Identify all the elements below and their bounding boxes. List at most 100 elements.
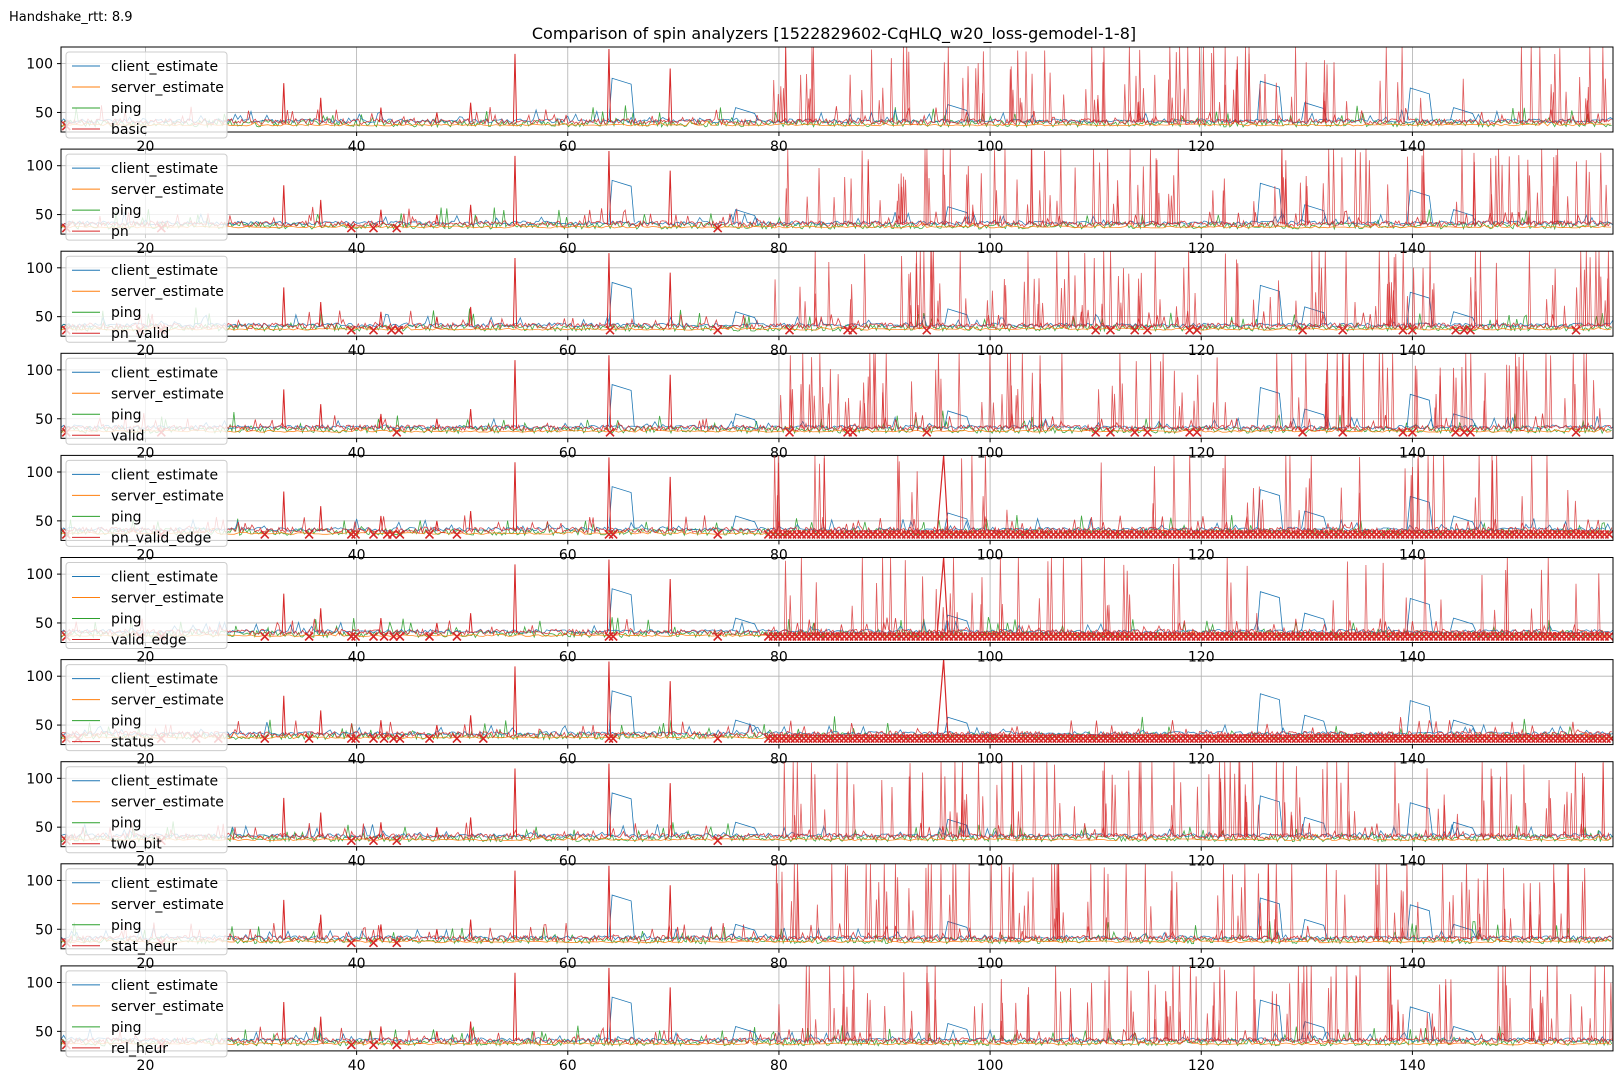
legend-box	[65, 970, 228, 1058]
analyzer-spike	[805, 74, 809, 123]
analyzer-spike	[1396, 999, 1400, 1042]
analyzer-spike	[1455, 813, 1460, 837]
chart-title: Comparison of spin analyzers [1522829602…	[532, 24, 1136, 44]
analyzer-spike	[1569, 793, 1573, 837]
analyzer-spike	[1505, 364, 1509, 429]
analyzer-spike	[1405, 863, 1409, 940]
analyzer-spike	[1274, 863, 1278, 940]
analyzer-spike	[1574, 583, 1578, 633]
rtt-marker	[395, 734, 405, 744]
rtt-marker	[452, 631, 462, 642]
analyzer-spike	[1235, 56, 1239, 123]
analyzer-spike	[668, 68, 673, 123]
analyzer-spike	[843, 177, 847, 225]
analyzer-spike	[1361, 353, 1366, 429]
analyzer-spike	[882, 863, 886, 940]
analyzer-spike	[835, 763, 839, 837]
analyzer-spike	[1063, 279, 1067, 327]
analyzer-spike	[1166, 1016, 1170, 1042]
analyzer-spike	[1339, 487, 1343, 531]
analyzer-spike	[434, 418, 439, 429]
analyzer-spike	[1177, 557, 1181, 633]
x-tick-label: 120	[1188, 854, 1215, 870]
analyzer-spike	[1107, 604, 1111, 633]
rtt-marker	[304, 631, 314, 642]
analyzer-spike	[1045, 761, 1049, 837]
axes-frame	[60, 148, 1614, 235]
analyzer-spike	[939, 863, 943, 940]
rtt-marker	[713, 223, 723, 233]
axes-frame	[60, 352, 1614, 439]
analyzer-spike	[1332, 62, 1336, 123]
rtt-marker	[848, 427, 858, 437]
analyzer-spike	[1178, 406, 1182, 429]
analyzer-spike	[951, 863, 955, 940]
x-tick-label: 60	[559, 956, 577, 972]
analyzer-spike	[1000, 761, 1004, 837]
analyzer-spike	[1540, 149, 1544, 225]
analyzer-spike	[993, 150, 997, 225]
analyzer-spike	[668, 987, 673, 1042]
analyzer-spike	[1304, 487, 1308, 531]
analyzer-spike	[1410, 467, 1415, 531]
analyzer-spike	[1432, 455, 1436, 531]
rtt-marker	[1482, 734, 1492, 744]
x-tick-label: 60	[559, 650, 577, 666]
analyzer-spike	[1587, 171, 1591, 225]
analyzer-spike	[1325, 863, 1329, 940]
analyzer-spike	[799, 74, 803, 123]
analyzer-spike	[1032, 761, 1036, 837]
analyzer-spike	[1281, 761, 1285, 837]
analyzer-spike	[851, 989, 855, 1042]
analyzer-spike	[378, 720, 383, 735]
analyzer-spike	[1324, 383, 1328, 429]
analyzer-spike	[1073, 167, 1077, 225]
analyzer-spike	[934, 369, 938, 429]
analyzer-spike	[1377, 863, 1381, 940]
x-tick-label: 120	[1188, 650, 1215, 666]
analyzer-spike	[1102, 557, 1107, 633]
analyzer-spike	[1055, 200, 1059, 225]
analyzer-spike	[1539, 990, 1543, 1042]
analyzer-spike	[1182, 88, 1186, 123]
rtt-marker	[395, 529, 405, 539]
rtt-marker	[350, 734, 361, 744]
analyzer-spike	[1464, 353, 1468, 429]
analyzer-spike	[1251, 761, 1255, 837]
analyzer-spike	[1386, 184, 1390, 225]
analyzer-spike	[915, 471, 919, 531]
analyzer-spike	[1102, 251, 1106, 327]
analyzer-spike	[1172, 761, 1176, 837]
analyzer-spike	[1223, 969, 1227, 1042]
ping-series-line	[61, 207, 1612, 231]
analyzer-spike	[1509, 918, 1513, 940]
analyzer-spike	[960, 458, 964, 531]
analyzer-spike	[606, 355, 612, 429]
analyzer-spike	[1530, 608, 1534, 633]
analyzer-spike	[1386, 965, 1390, 1042]
analyzer-spike	[1137, 101, 1141, 123]
analyzer-spike	[807, 965, 811, 1042]
analyzer-spike	[1578, 77, 1582, 123]
analyzer-spike	[799, 384, 803, 429]
rtt-marker	[874, 734, 884, 744]
client-estimate-spike	[732, 413, 759, 427]
analyzer-spike	[1237, 761, 1241, 837]
analyzer-spike	[1073, 275, 1077, 327]
rtt-marker	[346, 938, 356, 948]
rtt-marker	[392, 836, 402, 846]
analyzer-spike	[468, 715, 473, 735]
y-tick-label: 100	[26, 669, 53, 685]
analyzer-spike	[1123, 84, 1127, 123]
analyzer-spike	[1575, 161, 1579, 225]
rtt-marker	[1477, 734, 1487, 744]
rtt-marker	[260, 529, 270, 539]
rtt-marker	[839, 734, 849, 744]
analyzer-spike	[966, 66, 970, 123]
analyzer-spike	[1136, 184, 1140, 225]
analyzer-spike	[434, 724, 439, 735]
rtt-marker	[1451, 427, 1461, 437]
client-estimate-spike	[1301, 510, 1328, 529]
